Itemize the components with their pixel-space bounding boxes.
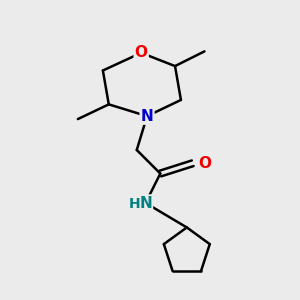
Text: N: N: [139, 196, 152, 211]
Text: O: O: [135, 45, 148, 60]
Text: H: H: [129, 197, 140, 212]
Text: N: N: [141, 109, 153, 124]
Text: O: O: [199, 156, 212, 171]
